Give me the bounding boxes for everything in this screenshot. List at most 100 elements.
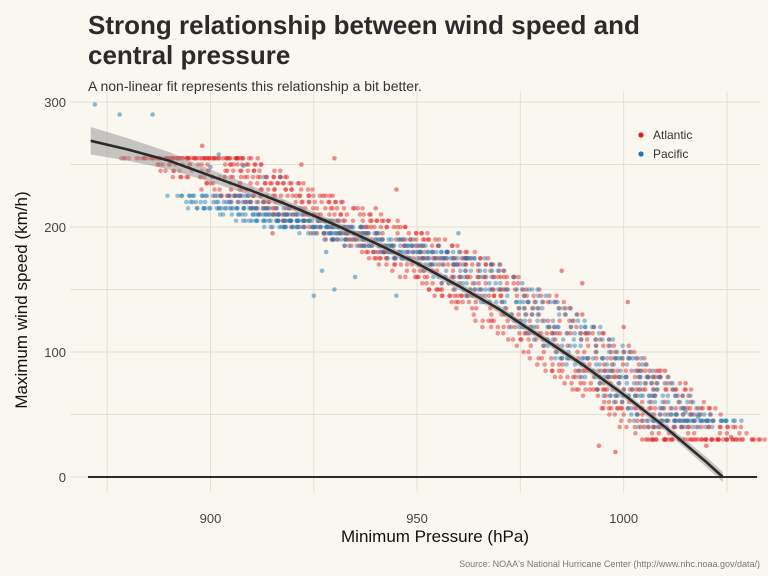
- data-point-pacific: [638, 393, 643, 399]
- data-point-pacific: [275, 212, 281, 217]
- data-point-atlantic: [476, 281, 482, 286]
- data-point-atlantic: [483, 262, 489, 267]
- data-point-atlantic: [323, 193, 328, 199]
- data-point-pacific: [651, 387, 657, 392]
- data-point-atlantic: [639, 368, 644, 374]
- data-point-atlantic: [330, 206, 336, 211]
- data-point-pacific: [690, 418, 695, 424]
- data-point-atlantic: [468, 255, 474, 261]
- data-point-pacific: [352, 274, 358, 280]
- fit-line: [90, 139, 724, 478]
- data-point-pacific: [652, 393, 658, 399]
- data-point-atlantic: [249, 156, 254, 161]
- data-point-atlantic: [660, 406, 666, 411]
- data-point-pacific: [452, 274, 457, 280]
- data-point-pacific: [520, 281, 525, 286]
- data-point-atlantic: [372, 224, 377, 230]
- data-point-atlantic: [402, 224, 408, 230]
- data-point-atlantic: [688, 399, 694, 405]
- data-point-atlantic: [663, 387, 668, 392]
- data-point-pacific: [512, 274, 517, 280]
- data-point-pacific: [594, 349, 599, 355]
- data-point-pacific: [599, 356, 605, 361]
- data-point-pacific: [454, 262, 460, 267]
- data-point-atlantic: [649, 431, 655, 436]
- data-point-atlantic: [550, 331, 555, 336]
- data-point-pacific: [216, 152, 221, 157]
- data-point-atlantic: [526, 337, 531, 342]
- data-point-atlantic: [204, 181, 209, 186]
- data-point-atlantic: [706, 424, 711, 430]
- data-point-atlantic: [384, 262, 389, 267]
- data-point-pacific: [646, 424, 651, 430]
- data-point-atlantic: [597, 381, 603, 386]
- data-point-atlantic: [225, 168, 230, 174]
- data-point-pacific: [256, 212, 261, 217]
- data-point-pacific: [283, 224, 289, 230]
- data-point-atlantic: [420, 243, 426, 249]
- data-point-atlantic: [516, 306, 522, 311]
- data-point-atlantic: [614, 406, 620, 411]
- data-point-atlantic: [400, 237, 405, 242]
- data-point-pacific: [420, 243, 426, 249]
- data-point-pacific: [487, 281, 492, 286]
- data-point-atlantic: [639, 399, 645, 405]
- data-point-atlantic: [594, 387, 599, 392]
- data-point-pacific: [542, 318, 547, 324]
- data-point-atlantic: [652, 393, 658, 399]
- data-point-pacific: [454, 255, 460, 261]
- data-point-atlantic: [327, 212, 332, 217]
- data-point-pacific: [673, 393, 678, 399]
- legend-label-atlantic: Atlantic: [653, 128, 692, 142]
- data-point-atlantic: [377, 255, 382, 261]
- data-point-atlantic: [426, 287, 432, 292]
- data-point-atlantic: [613, 393, 619, 399]
- data-point-atlantic: [668, 381, 673, 386]
- data-point-pacific: [420, 255, 426, 261]
- data-point-atlantic: [270, 206, 276, 211]
- data-point-atlantic: [297, 181, 302, 186]
- data-point-atlantic: [255, 174, 261, 180]
- chart-title: Strong relationship between wind speed a…: [88, 10, 640, 70]
- data-point-pacific: [294, 218, 300, 224]
- data-point-pacific: [233, 193, 239, 199]
- data-point-pacific: [600, 337, 605, 342]
- data-point-pacific: [677, 399, 683, 405]
- data-point-pacific: [334, 237, 340, 242]
- data-point-atlantic: [404, 268, 410, 274]
- data-point-pacific: [700, 418, 706, 424]
- data-point-atlantic: [378, 224, 384, 230]
- data-point-pacific: [237, 212, 242, 217]
- data-point-pacific: [255, 199, 261, 205]
- data-point-atlantic: [380, 237, 386, 242]
- data-point-atlantic: [224, 193, 230, 199]
- data-point-pacific: [414, 249, 419, 255]
- data-point-atlantic: [291, 212, 296, 217]
- data-point-pacific: [710, 424, 715, 430]
- data-point-atlantic: [270, 231, 275, 236]
- data-point-pacific: [501, 287, 506, 292]
- data-point-atlantic: [255, 206, 260, 211]
- data-point-atlantic: [666, 418, 671, 424]
- data-point-pacific: [234, 206, 240, 211]
- data-point-atlantic: [635, 412, 640, 417]
- data-point-atlantic: [549, 368, 555, 374]
- data-point-atlantic: [285, 193, 290, 199]
- data-point-atlantic: [675, 393, 680, 399]
- axes: 900 950 1000 0 100 200 300 Minimum Pressure (hP…: [12, 95, 757, 546]
- data-point-atlantic: [272, 206, 277, 211]
- data-point-atlantic: [261, 199, 266, 205]
- data-point-atlantic: [482, 274, 488, 280]
- data-point-pacific: [652, 399, 658, 405]
- data-point-atlantic: [585, 343, 591, 349]
- data-point-pacific: [372, 231, 377, 236]
- data-point-pacific: [501, 268, 507, 274]
- data-point-pacific: [436, 243, 442, 249]
- data-point-atlantic: [470, 281, 476, 286]
- data-point-atlantic: [749, 437, 755, 442]
- data-point-atlantic: [724, 437, 730, 442]
- data-point-atlantic: [275, 218, 281, 224]
- data-point-atlantic: [352, 206, 357, 211]
- data-point-atlantic: [432, 255, 438, 261]
- data-point-atlantic: [699, 424, 704, 430]
